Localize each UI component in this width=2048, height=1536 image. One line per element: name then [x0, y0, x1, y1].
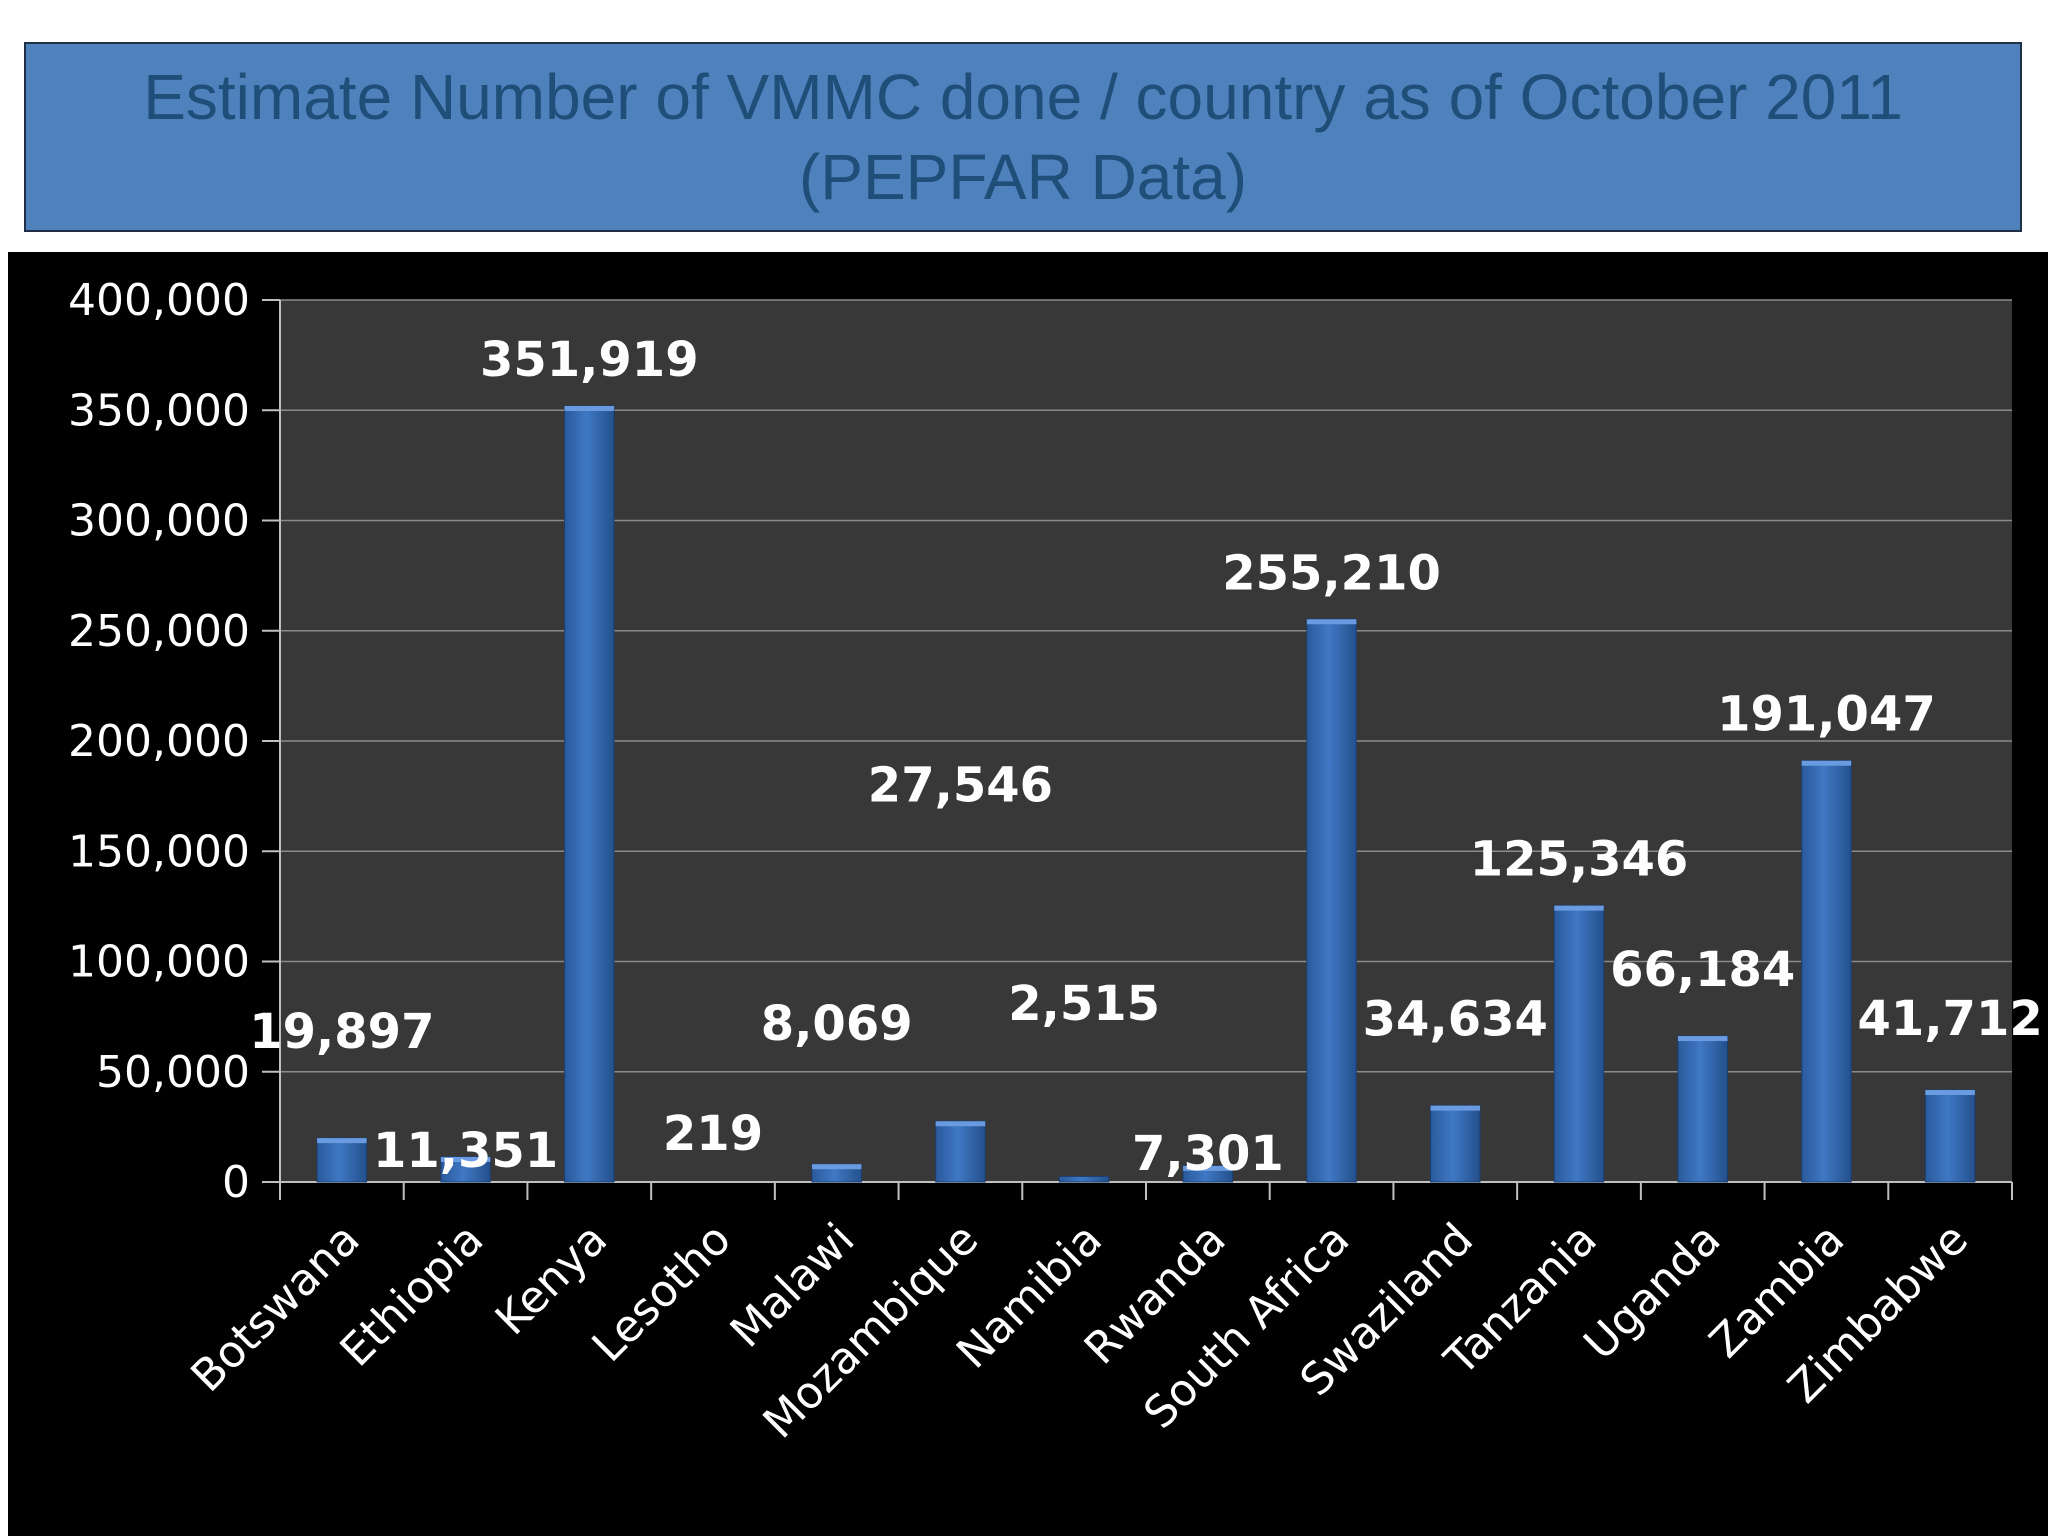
bar [1553, 905, 1605, 1183]
category-label: Uganda [1574, 1214, 1730, 1370]
y-tick-label: 300,000 [68, 496, 250, 547]
data-label: 34,634 [1363, 992, 1548, 1048]
y-tick-label: 200,000 [68, 716, 250, 767]
y-tick-label: 250,000 [68, 606, 250, 657]
data-label: 19,897 [249, 1004, 434, 1060]
y-tick-label: 100,000 [68, 937, 250, 988]
y-axis-ticks: 0 50,000 100,000 150,000 200,000 250,000 300,0… [68, 275, 250, 1208]
bar-highlight [564, 406, 615, 412]
data-label: 2,515 [1008, 976, 1160, 1032]
x-axis-categories: BotswanaEthiopiaKenyaLesothoMalawiMozamb… [181, 1214, 1977, 1449]
category-label: Lesotho [583, 1214, 741, 1372]
category-label: Mozambique [754, 1214, 989, 1449]
bar-highlight [1306, 619, 1357, 625]
bar [1058, 1175, 1110, 1183]
data-label: 219 [663, 1106, 763, 1162]
bar-highlight [935, 1121, 986, 1127]
bar [564, 405, 615, 1183]
data-label: 125,346 [1470, 832, 1689, 888]
data-label: 255,210 [1222, 545, 1441, 601]
category-label: Botswana [181, 1214, 369, 1402]
bar [1677, 1035, 1728, 1183]
data-label: 7,301 [1132, 1126, 1284, 1182]
bar-highlight [1677, 1036, 1728, 1042]
chart-title: Estimate Number of VMMC done / country a… [143, 61, 1903, 213]
bar-highlight [1925, 1090, 1975, 1096]
y-tick-label: 350,000 [68, 385, 250, 436]
data-label: 351,919 [480, 332, 699, 388]
data-label: 27,546 [868, 757, 1053, 813]
y-tick-label: 400,000 [68, 275, 250, 326]
bars [316, 405, 1976, 1183]
bar [1924, 1089, 1976, 1183]
bar [1306, 618, 1357, 1183]
y-tick-label: 0 [222, 1157, 250, 1208]
data-label: 8,069 [761, 996, 913, 1052]
bar [1430, 1105, 1481, 1183]
bar-highlight [1801, 760, 1852, 766]
bar-highlight [317, 1138, 367, 1144]
bar-highlight [440, 1156, 491, 1162]
data-labels: 19,897 11,351 351,919 219 8,069 27,546 2,515 7,… [249, 332, 2043, 1182]
data-label: 41,712 [1858, 991, 2043, 1047]
bar [316, 1137, 368, 1183]
data-label: 191,047 [1717, 687, 1936, 743]
bar [935, 1120, 986, 1183]
bar-highlight [811, 1164, 862, 1170]
data-label: 11,351 [373, 1123, 558, 1179]
bar-highlight [1430, 1105, 1481, 1111]
bar [1801, 760, 1852, 1183]
y-tick-label: 50,000 [96, 1047, 250, 1098]
data-label: 66,184 [1610, 942, 1795, 998]
y-tick-label: 150,000 [68, 826, 250, 877]
bar-highlight [1183, 1165, 1233, 1171]
title-banner: Estimate Number of VMMC done / country a… [24, 42, 2022, 232]
bar-highlight [1554, 905, 1604, 911]
